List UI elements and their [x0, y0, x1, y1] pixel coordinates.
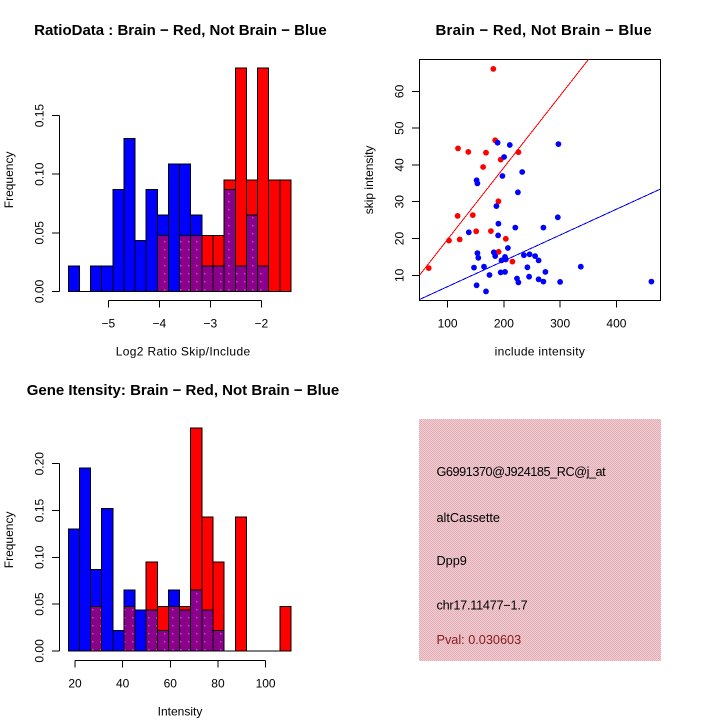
- svg-text:20: 20: [392, 232, 406, 246]
- svg-text:100: 100: [438, 317, 458, 331]
- svg-text:Brain − Red, Not Brain − Blue: Brain − Red, Not Brain − Blue: [435, 22, 651, 39]
- svg-text:20: 20: [68, 677, 82, 691]
- svg-text:0.00: 0.00: [33, 279, 47, 303]
- svg-text:0.20: 0.20: [33, 452, 47, 476]
- svg-text:−3: −3: [204, 317, 218, 331]
- svg-text:Log2 Ratio Skip/Include: Log2 Ratio Skip/Include: [116, 344, 251, 358]
- svg-text:skip intensity: skip intensity: [362, 146, 376, 215]
- svg-text:G6991370@J924185_RC@j_at: G6991370@J924185_RC@j_at: [437, 465, 607, 479]
- svg-text:Intensity: Intensity: [158, 704, 203, 718]
- svg-text:0.00: 0.00: [33, 639, 47, 663]
- svg-text:30: 30: [392, 195, 406, 209]
- svg-text:40: 40: [392, 158, 406, 172]
- svg-text:0.05: 0.05: [33, 592, 47, 616]
- svg-text:−4: −4: [152, 317, 166, 331]
- svg-text:Frequency: Frequency: [2, 152, 16, 209]
- svg-text:100: 100: [256, 677, 276, 691]
- svg-text:RatioData : Brain − Red, Not B: RatioData : Brain − Red, Not Brain − Blu…: [34, 22, 327, 39]
- svg-text:60: 60: [392, 84, 406, 98]
- svg-text:chr17.11477−1.7: chr17.11477−1.7: [437, 599, 528, 613]
- svg-text:40: 40: [116, 677, 130, 691]
- svg-text:Gene Itensity: Brain − Red, No: Gene Itensity: Brain − Red, Not Brain − …: [27, 382, 340, 399]
- svg-text:80: 80: [211, 677, 225, 691]
- svg-text:include intensity: include intensity: [495, 344, 585, 358]
- svg-text:400: 400: [606, 317, 626, 331]
- svg-text:−5: −5: [101, 317, 115, 331]
- svg-text:0.05: 0.05: [33, 221, 47, 245]
- svg-text:0.10: 0.10: [33, 162, 47, 186]
- svg-text:Pval: 0.030603: Pval: 0.030603: [437, 633, 522, 647]
- svg-text:60: 60: [164, 677, 178, 691]
- svg-text:200: 200: [494, 317, 514, 331]
- svg-text:−2: −2: [255, 317, 269, 331]
- svg-text:300: 300: [550, 317, 570, 331]
- svg-text:altCassette: altCassette: [437, 511, 500, 525]
- svg-text:0.15: 0.15: [33, 498, 47, 522]
- svg-text:0.15: 0.15: [33, 104, 47, 128]
- svg-text:10: 10: [392, 268, 406, 282]
- svg-text:Frequency: Frequency: [2, 512, 16, 569]
- svg-text:0.10: 0.10: [33, 545, 47, 569]
- svg-text:Dpp9: Dpp9: [437, 554, 467, 568]
- svg-text:50: 50: [392, 121, 406, 135]
